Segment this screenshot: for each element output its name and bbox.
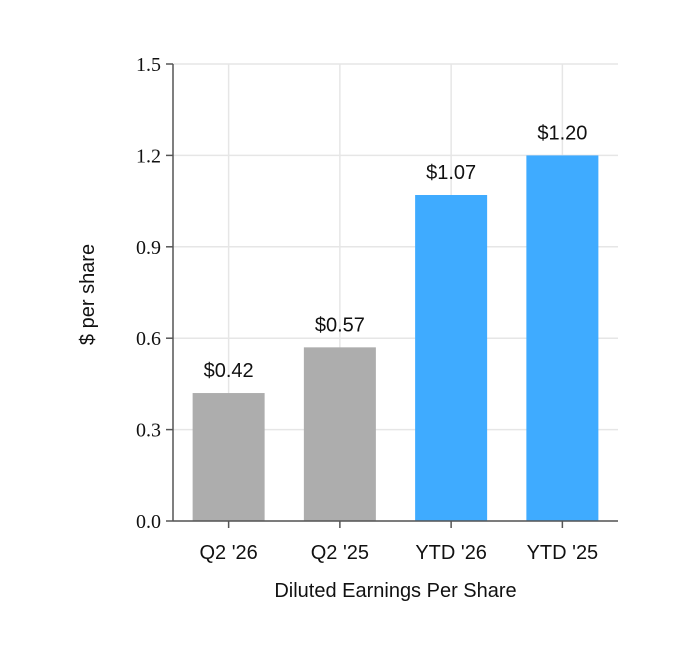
bar — [526, 155, 599, 521]
data-label: $1.20 — [537, 122, 587, 144]
y-tick-label: 1.5 — [136, 54, 161, 76]
label-layer: 0.0 0.3 0.6 0.9 1.2 1.5 $0.42 Q2 '26 $0.57 Q2 '25… — [136, 54, 598, 564]
bar — [415, 195, 488, 522]
y-tick-label: 0.0 — [136, 511, 161, 533]
y-tick-label: 0.6 — [136, 328, 161, 350]
x-tick-label: YTD '25 — [527, 542, 599, 564]
bar-layer — [192, 155, 599, 522]
y-tick-label: 0.9 — [136, 237, 161, 259]
data-label: $0.42 — [204, 360, 254, 382]
axis-layer — [166, 63, 618, 528]
y-axis-title: $ per share — [77, 244, 99, 345]
bar — [192, 393, 265, 521]
x-axis-title: Diluted Earnings Per Share — [274, 580, 516, 602]
y-tick-label: 0.3 — [136, 420, 161, 442]
bar — [303, 347, 376, 521]
y-tick-label: 1.2 — [136, 145, 161, 167]
x-tick-label: YTD '26 — [415, 542, 487, 564]
data-label: $1.07 — [426, 162, 476, 184]
x-tick-label: Q2 '26 — [199, 542, 257, 564]
x-tick-label: Q2 '25 — [311, 542, 369, 564]
data-label: $0.57 — [315, 314, 365, 336]
